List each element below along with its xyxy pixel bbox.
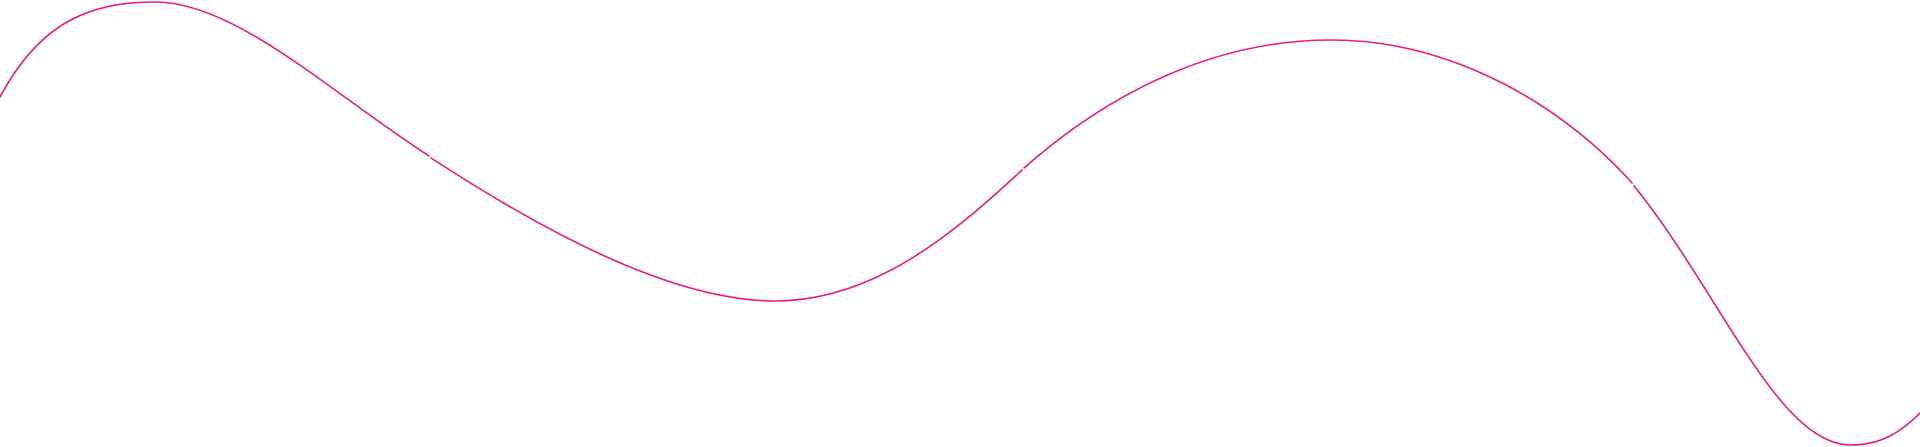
wave-segment-1 <box>0 1 430 157</box>
wave-segment-4 <box>1633 185 1920 446</box>
wave-segment-2 <box>430 157 1023 302</box>
wave-segment-3 <box>1023 39 1633 184</box>
